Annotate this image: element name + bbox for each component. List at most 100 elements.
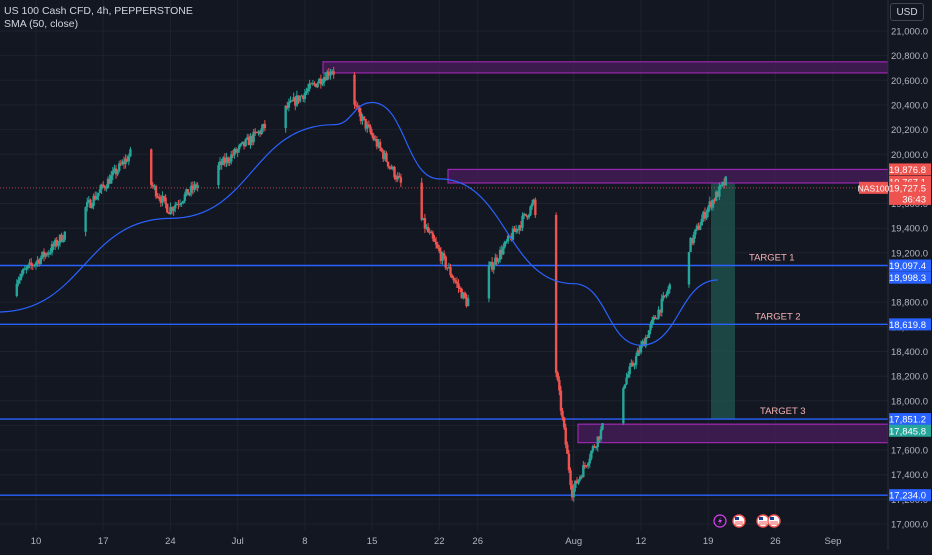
candle-body — [534, 199, 537, 216]
us-flag-icon[interactable] — [756, 514, 770, 528]
candle-body — [561, 410, 564, 418]
candle-body — [444, 256, 447, 268]
candle-body — [31, 265, 34, 267]
candle-body — [695, 225, 699, 230]
candle-body — [105, 188, 108, 190]
candle-body — [668, 284, 671, 290]
candle-body — [514, 228, 518, 232]
candle-body — [44, 253, 47, 257]
candle-body — [33, 264, 36, 266]
candle-body — [705, 212, 708, 219]
candle-body — [386, 161, 390, 167]
candle-body — [180, 202, 183, 204]
candle-body — [490, 261, 494, 270]
candle-body — [559, 390, 563, 411]
candle-body — [302, 95, 305, 100]
candle-body — [378, 141, 382, 149]
candle-body — [178, 203, 182, 205]
candle-body — [383, 153, 387, 159]
candle-body — [306, 88, 310, 92]
us-flag-icon-canton — [735, 517, 739, 520]
candle-body — [588, 458, 591, 464]
candle-body — [626, 374, 630, 378]
candle-body — [633, 364, 636, 366]
candle-body — [298, 96, 302, 102]
candle-body — [492, 264, 495, 270]
currency-button[interactable]: USD — [890, 3, 924, 21]
price-label: 17,851.2 — [889, 415, 926, 426]
candle-body — [585, 465, 588, 467]
candle-body — [231, 154, 235, 156]
candle-body — [87, 199, 91, 202]
candle-body — [466, 298, 470, 307]
y-tick-label: 17,400.0 — [891, 470, 928, 481]
candle-body — [575, 480, 579, 484]
candle-body — [164, 197, 167, 204]
candle-body — [330, 71, 334, 74]
lightning-icon-bolt — [718, 517, 722, 525]
candle-body — [599, 429, 603, 440]
chart-legend: US 100 Cash CFD, 4h, PEPPERSTONE SMA (50… — [4, 5, 193, 31]
candle-body — [228, 161, 231, 163]
candle-body — [121, 161, 124, 165]
y-tick-label: 18,200.0 — [891, 372, 928, 383]
target-box — [711, 182, 735, 420]
x-tick-label: Jul — [232, 536, 244, 547]
candle-body — [318, 78, 321, 84]
candle-body — [314, 83, 318, 88]
candle-body — [217, 165, 220, 185]
us-flag-icon-ring — [732, 514, 746, 528]
price-label-bg — [889, 424, 931, 437]
candle-body — [722, 181, 726, 186]
x-tick-label: 17 — [98, 536, 109, 547]
candle-body — [567, 453, 571, 471]
candle-body — [623, 384, 627, 389]
us-flag-icon-ring — [767, 514, 781, 528]
candle-body — [151, 184, 155, 187]
candle-body — [106, 178, 110, 189]
candle-body — [369, 126, 372, 133]
price-label: 36:43 — [902, 194, 926, 205]
candle-body — [460, 288, 463, 299]
candle-body — [420, 182, 423, 220]
candle-body — [396, 175, 399, 180]
candle-body — [111, 171, 115, 176]
lightning-icon[interactable] — [713, 514, 727, 528]
candle-body — [28, 262, 31, 266]
indicator-title[interactable]: SMA (50, close) — [4, 18, 79, 30]
candle-body — [724, 176, 727, 186]
candle-body — [110, 175, 113, 184]
candle-body — [60, 234, 63, 242]
candle-body — [230, 154, 233, 162]
candle-body — [655, 318, 659, 320]
candle-body — [247, 137, 251, 146]
candle-body — [594, 447, 598, 449]
candle-body — [26, 265, 30, 268]
x-tick-label: 15 — [367, 536, 378, 547]
us-flag-icon[interactable] — [732, 514, 746, 528]
symbol-title[interactable]: US 100 Cash CFD, 4h, PEPPERSTONE — [4, 5, 193, 17]
candle-body — [593, 446, 596, 448]
candle-body — [156, 196, 159, 198]
zone-box — [577, 423, 889, 444]
candle-body — [305, 91, 308, 93]
candle-body — [186, 189, 190, 196]
candle-body — [497, 259, 500, 262]
x-tick-label: 19 — [703, 536, 714, 547]
us-flag-icon[interactable] — [767, 514, 781, 528]
x-tick-label: 10 — [31, 536, 42, 547]
candle-body — [393, 166, 396, 178]
candle-body — [465, 297, 468, 307]
candle-body — [246, 137, 249, 140]
candle-body — [516, 228, 519, 231]
candle-body — [708, 201, 711, 208]
candle-body — [498, 249, 502, 260]
candle-body — [50, 244, 54, 253]
candle-body — [521, 215, 524, 228]
candle-body — [191, 185, 195, 190]
candle-body — [375, 139, 379, 147]
candle-body — [126, 158, 129, 162]
candle-body — [590, 450, 593, 459]
